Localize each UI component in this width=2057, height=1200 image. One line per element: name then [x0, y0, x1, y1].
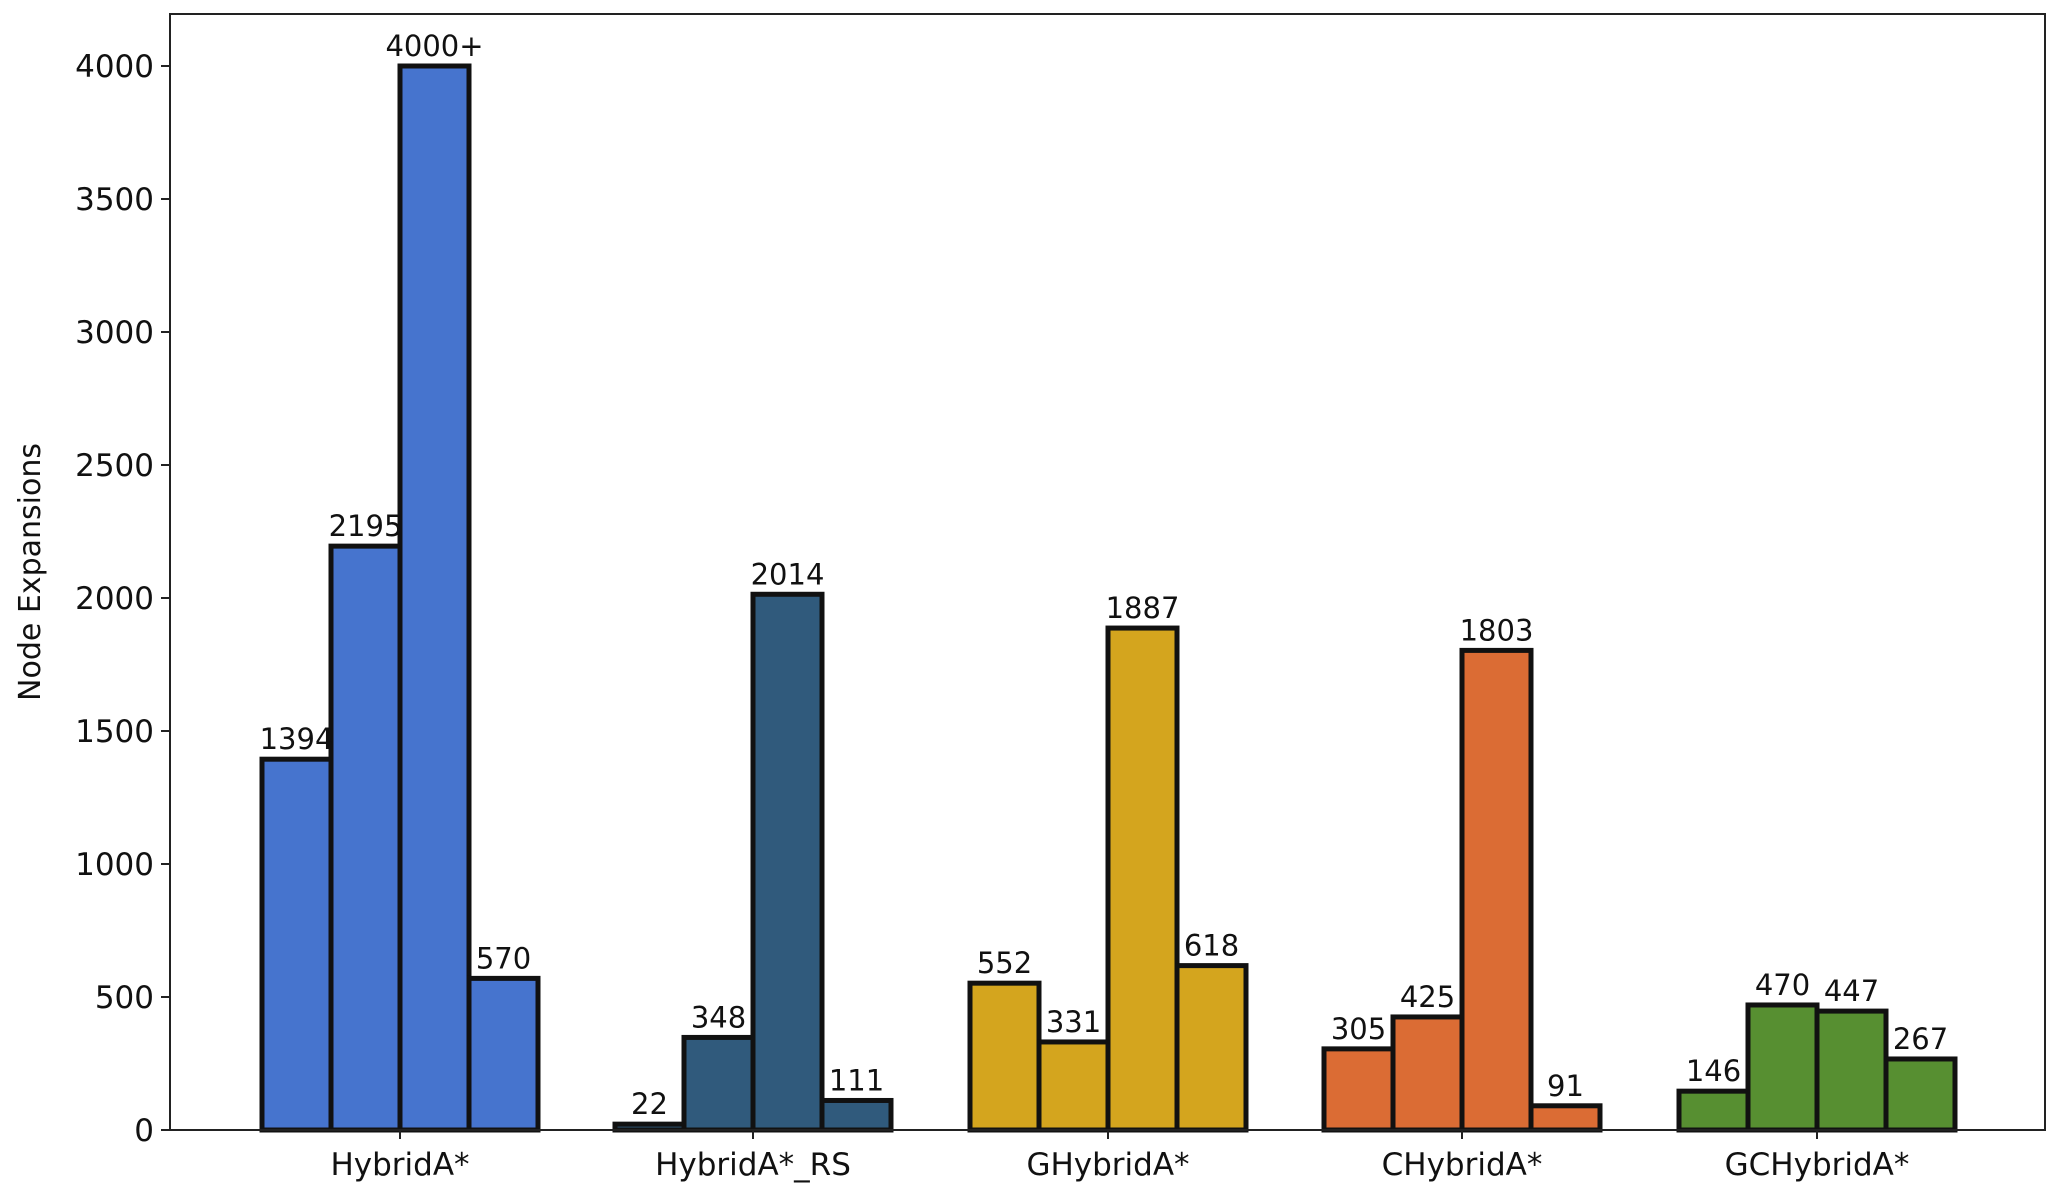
y-tick-label: 3000	[75, 315, 154, 351]
y-tick-label: 2500	[75, 448, 154, 484]
bar	[750, 591, 825, 1133]
bar	[1174, 963, 1249, 1133]
bar	[1459, 647, 1534, 1133]
bar	[466, 975, 541, 1133]
y-axis: 0 500 1000 1500 2000 2500 3000 3500 4000	[75, 49, 170, 1149]
bar-value-label: 146	[1686, 1054, 1741, 1088]
y-tick-label: 1000	[75, 847, 154, 883]
bar-value-label: 305	[1331, 1012, 1386, 1046]
bar	[681, 1034, 756, 1133]
bar-value-label: 91	[1547, 1069, 1584, 1103]
bar	[1528, 1103, 1603, 1133]
bar	[397, 63, 472, 1133]
bar	[328, 543, 403, 1133]
y-tick-label: 1500	[75, 714, 154, 750]
bar-value-label: 552	[977, 946, 1032, 980]
bar-value-label: 570	[476, 941, 531, 975]
bar-value-label: 470	[1755, 968, 1810, 1002]
bar-value-label: 267	[1893, 1022, 1948, 1056]
y-axis-label: Node Expansions	[13, 443, 48, 701]
bar-value-labels: 1394 2195 4000+ 570 22 348 2014 111 552 331 1887 61…	[260, 29, 1949, 1121]
bar	[1676, 1088, 1751, 1133]
bar	[819, 1097, 894, 1133]
y-tick-label: 0	[134, 1113, 154, 1149]
x-tick-label: GCHybridA*	[1725, 1147, 1910, 1183]
bars-layer	[259, 63, 1958, 1133]
x-tick-label: HybridA*_RS	[655, 1147, 851, 1183]
bar-value-label: 4000+	[385, 29, 483, 63]
bar-value-label: 2195	[329, 509, 403, 543]
bar	[1390, 1014, 1465, 1133]
y-tick-label: 4000	[75, 49, 154, 85]
bar	[1814, 1008, 1889, 1133]
y-tick-label: 500	[95, 980, 154, 1016]
x-tick-label: GHybridA*	[1026, 1147, 1189, 1183]
x-axis: HybridA* HybridA*_RS GHybridA* CHybridA* GCH…	[330, 1130, 1909, 1183]
bar-value-label: 331	[1046, 1005, 1101, 1039]
bar-value-label: 22	[631, 1087, 668, 1121]
bar-value-label: 1803	[1460, 613, 1534, 647]
bar-value-label: 111	[829, 1063, 884, 1097]
bar	[1105, 625, 1180, 1133]
x-tick-label: HybridA*	[330, 1147, 469, 1183]
bar-value-label: 2014	[751, 557, 825, 591]
bar	[1036, 1039, 1111, 1133]
y-tick-label: 2000	[75, 581, 154, 617]
bar	[1883, 1056, 1958, 1133]
y-tick-label: 3500	[75, 182, 154, 218]
bar	[1321, 1046, 1396, 1133]
bar-value-label: 348	[691, 1000, 746, 1034]
bar-value-label: 447	[1824, 974, 1879, 1008]
bar	[1745, 1002, 1820, 1133]
bar	[967, 980, 1042, 1133]
x-tick-label: CHybridA*	[1382, 1147, 1543, 1183]
bar-value-label: 1394	[260, 722, 334, 756]
bar-value-label: 1887	[1106, 591, 1180, 625]
bar	[259, 756, 334, 1133]
bar-value-label: 425	[1400, 980, 1455, 1014]
bar-value-label: 618	[1184, 929, 1239, 963]
